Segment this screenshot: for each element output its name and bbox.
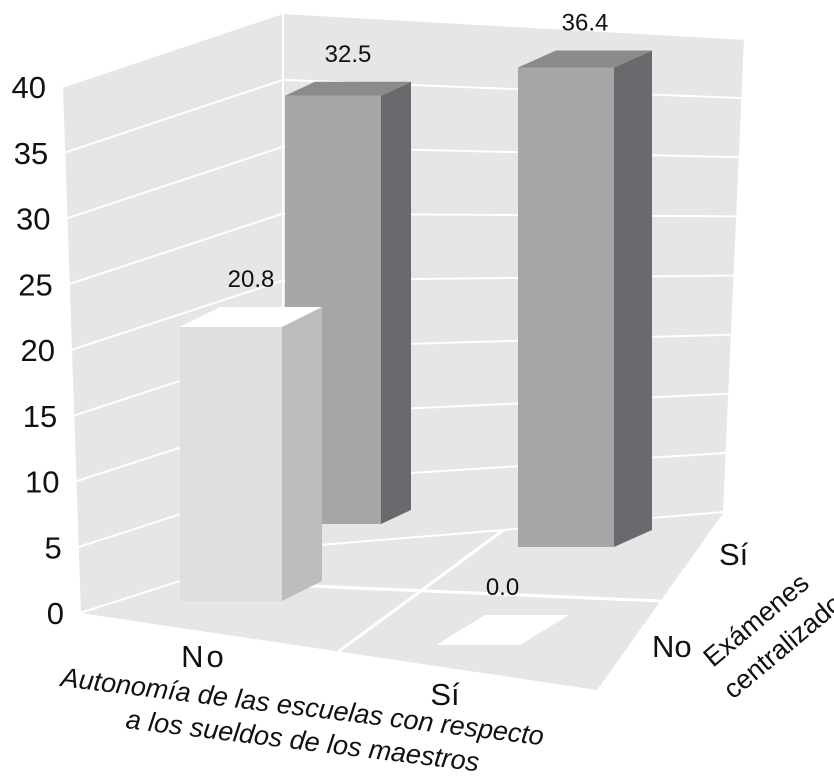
gridline-left <box>70 279 284 351</box>
z-category-label-si: Sí <box>719 537 749 572</box>
value-label: 0.0 <box>486 574 519 601</box>
gridline-left <box>68 212 284 286</box>
bar-si-no-top <box>436 615 569 645</box>
bar-no-si-side <box>381 81 411 525</box>
y-tick-labels: 0 5 10 15 20 25 30 35 40 <box>12 70 64 631</box>
bar-si-si-top <box>518 50 652 68</box>
x-category-label-no: No <box>181 639 227 674</box>
value-label: 20.8 <box>228 266 275 293</box>
gridline-left <box>61 12 284 88</box>
bars <box>180 50 652 645</box>
y-tick-label: 20 <box>21 333 55 368</box>
bar-no-no-front <box>180 327 282 601</box>
y-tick-label: 10 <box>25 465 59 500</box>
bar-no-si-top <box>285 81 411 96</box>
bar-si-no <box>436 615 569 645</box>
y-tick-label: 35 <box>14 136 48 171</box>
y-tick-label: 25 <box>18 267 52 302</box>
y-tick-label: 40 <box>12 70 46 105</box>
floor <box>80 512 724 690</box>
bar-no-no-side <box>282 307 322 601</box>
z-category-label-no: No <box>652 629 692 664</box>
bar-si-si-front <box>518 67 614 547</box>
y-tick-label: 15 <box>23 399 57 434</box>
gridline-left <box>66 145 284 220</box>
value-label: 36.4 <box>562 9 609 36</box>
y-tick-label: 5 <box>45 530 62 565</box>
x-category-label-si: Sí <box>430 677 460 712</box>
bar-no-no <box>180 307 322 601</box>
bar-si-si <box>518 50 652 547</box>
left-wall-edge <box>61 86 81 614</box>
y-tick-label: 30 <box>16 202 50 237</box>
bar-si-si-side <box>614 50 652 547</box>
gridline-right <box>282 12 746 40</box>
bar-no-no-top <box>180 307 322 327</box>
y-tick-label: 0 <box>47 596 64 631</box>
value-label: 32.5 <box>325 41 372 68</box>
gridline-left <box>63 78 284 154</box>
value-labels: 32.5 36.4 0.0 20.8 <box>228 9 609 601</box>
right-wall-edge <box>723 38 746 513</box>
